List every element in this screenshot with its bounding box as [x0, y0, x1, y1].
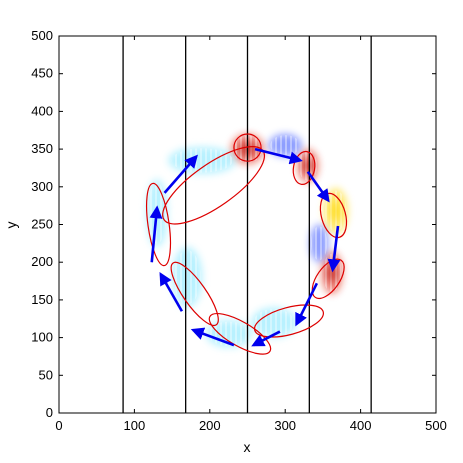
y-tick-label: 300 [31, 179, 53, 194]
flow-arrow [327, 225, 341, 273]
x-tick-label: 500 [425, 418, 447, 433]
field-blob-stripes [310, 226, 328, 261]
field-blob-core [330, 200, 342, 222]
flow-arrow [159, 272, 184, 312]
arrow-layer [149, 147, 341, 347]
y-axis-ticks: 0 50 100 150 200 250 300 350 400 450 500 [31, 28, 436, 420]
y-tick-label: 100 [31, 330, 53, 345]
ellipse-layer [145, 133, 348, 355]
x-tick-label: 0 [55, 418, 62, 433]
y-tick-label: 500 [31, 28, 53, 43]
y-tick-label: 250 [31, 217, 53, 232]
field-blob-stripes [270, 135, 301, 156]
y-tick-label: 0 [46, 405, 53, 420]
field-blob-stripes [171, 148, 233, 173]
flow-arrow [149, 205, 163, 263]
y-tick-label: 150 [31, 292, 53, 307]
flow-arrow [190, 327, 235, 347]
y-tick-label: 200 [31, 254, 53, 269]
y-tick-label: 400 [31, 103, 53, 118]
y-tick-label: 450 [31, 66, 53, 81]
flow-arrow [163, 154, 198, 194]
x-axis-ticks: 0 100 200 300 400 500 [55, 36, 447, 433]
ellipse-outline [233, 133, 262, 162]
field-blob-core [303, 158, 313, 174]
ellipse-outline [170, 261, 219, 327]
flow-arrow [306, 170, 330, 203]
y-tick-label: 50 [39, 367, 53, 382]
ellipse-outline [311, 258, 345, 300]
flow-arrow [251, 330, 281, 347]
x-tick-label: 300 [274, 418, 296, 433]
x-tick-label: 200 [199, 418, 221, 433]
y-axis-label: y [3, 222, 19, 229]
y-tick-label: 350 [31, 141, 53, 156]
ellipse-outline [253, 304, 324, 338]
x-axis-label: x [244, 439, 251, 455]
field-blob-stripes [253, 308, 295, 337]
ellipse-outline [292, 150, 316, 185]
field-layer [146, 134, 348, 348]
x-tick-label: 400 [350, 418, 372, 433]
flow-arrow [295, 282, 319, 327]
x-tick-label: 100 [124, 418, 146, 433]
flow-arrow [254, 147, 303, 165]
